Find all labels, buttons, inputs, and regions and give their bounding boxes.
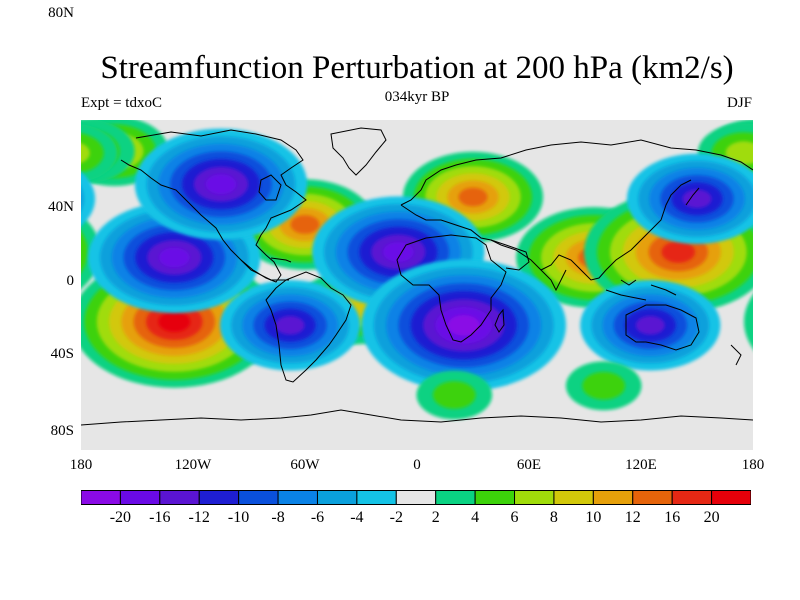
colorbar-label: -10: [227, 509, 250, 526]
contour-band: [81, 187, 84, 211]
colorbar-swatch: [159, 490, 200, 505]
contour-fields: [81, 120, 753, 450]
contour-band: [447, 315, 480, 336]
colorbar-swatch: [198, 490, 240, 505]
colorbar-label: 20: [703, 509, 720, 526]
colorbar-swatch: [553, 490, 594, 505]
contour-band: [682, 189, 712, 209]
colorbar-label: 2: [431, 509, 440, 526]
colorbar-label: -20: [109, 509, 132, 526]
colorbar-swatch: [81, 490, 121, 505]
colorbar-label: 12: [624, 509, 641, 526]
lat-label-0: 0: [66, 273, 75, 289]
map-plot: [81, 120, 753, 450]
contour-band: [81, 142, 90, 164]
colorbar-swatch: [395, 490, 437, 505]
colorbar-swatch: [671, 490, 713, 505]
contour-band: [205, 174, 237, 195]
colorbar-swatch: [435, 490, 476, 505]
lat-label-40S: 40S: [50, 346, 74, 362]
lat-label-80N: 80N: [48, 5, 74, 21]
lon-label-0: 0: [413, 457, 421, 473]
colorbar-label: -16: [149, 509, 171, 526]
lon-label-180-east: 180: [741, 457, 765, 473]
map-title: Streamfunction Perturbation at 200 hPa (…: [100, 50, 734, 86]
colorbar-swatch: [119, 490, 161, 505]
contour-band: [81, 171, 96, 226]
colorbar-label: -2: [389, 509, 403, 526]
lat-label-40N: 40N: [48, 199, 74, 215]
colorbar-swatch: [277, 490, 318, 505]
contour-band: [81, 231, 88, 273]
contour-band: [159, 247, 190, 268]
contour-band: [582, 372, 626, 400]
experiment-label: Expt = tdxoC: [81, 95, 162, 111]
contour-band: [290, 215, 320, 234]
contour-band: [81, 133, 104, 173]
colorbar-label: 16: [664, 509, 681, 526]
contour-band: [661, 241, 696, 263]
colorbar-swatch: [356, 490, 397, 505]
time-label: 034kyr BP: [384, 89, 450, 105]
lon-label-120W: 120W: [174, 457, 212, 473]
contour-band: [635, 316, 665, 335]
lon-label-120E: 120E: [625, 457, 657, 473]
colorbar-label: 4: [471, 509, 480, 526]
lon-label-60E: 60E: [516, 457, 542, 473]
season-label: DJF: [726, 95, 752, 111]
contour-band: [383, 242, 414, 262]
lat-label-80S: 80S: [50, 423, 74, 439]
contour-band: [458, 187, 488, 207]
lon-label-180-west: 180: [69, 457, 93, 473]
colorbar-label: -4: [350, 509, 364, 526]
contour-band: [744, 294, 753, 349]
colorbar-swatch: [632, 490, 673, 505]
contour-band: [158, 311, 191, 332]
colorbar-label: -12: [188, 509, 210, 526]
coastlines: [81, 127, 753, 426]
colorbar-swatch: [711, 490, 751, 505]
colorbar-label: 8: [549, 509, 558, 526]
contour-band: [432, 381, 476, 409]
colorbar-swatch: [316, 490, 358, 505]
colorbar: [81, 490, 751, 505]
colorbar-swatch: [238, 490, 279, 505]
colorbar-label: 6: [510, 509, 519, 526]
colorbar-swatch: [592, 490, 634, 505]
lon-label-60W: 60W: [290, 457, 320, 473]
colorbar-swatch: [474, 490, 516, 505]
map-canvas: [81, 120, 753, 450]
colorbar-label: 10: [585, 509, 602, 526]
colorbar-swatch: [514, 490, 555, 505]
colorbar-label: -8: [271, 509, 285, 526]
colorbar-label: -6: [310, 509, 325, 526]
contour-band: [275, 316, 305, 335]
